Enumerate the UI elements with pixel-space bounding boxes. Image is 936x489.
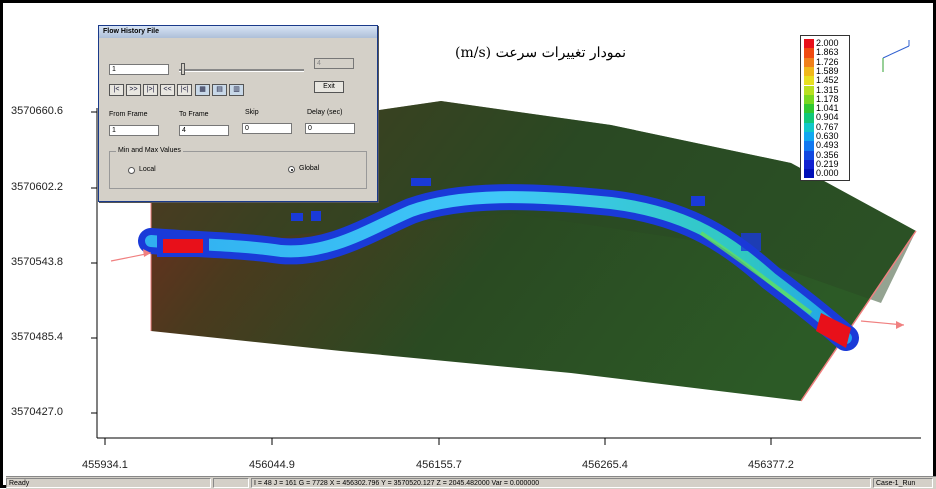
legend-label: 2.000 xyxy=(816,38,839,48)
global-radio-label: Global xyxy=(299,165,320,172)
exit-button[interactable]: Exit xyxy=(314,81,344,93)
play-forward-button[interactable]: >> xyxy=(126,84,141,96)
delay-input[interactable]: 0 xyxy=(305,123,355,134)
legend-swatch xyxy=(804,104,814,114)
y-tick-label: 3570602.2 xyxy=(11,181,63,193)
legend-swatch xyxy=(804,66,814,77)
copy-icon[interactable]: ▦ xyxy=(195,84,210,96)
x-tick-label: 456044.9 xyxy=(249,459,295,471)
color-legend: 2.000 1.863 1.726 1.589 1.452 1.315 1.178 1.041… xyxy=(800,35,850,181)
frame-max-field: 4 xyxy=(314,58,354,69)
legend-swatch xyxy=(804,169,814,179)
local-radio[interactable] xyxy=(128,167,135,174)
x-tick-label: 456265.4 xyxy=(582,459,628,471)
legend-label: 1.863 xyxy=(816,47,839,58)
x-tick-label: 456377.2 xyxy=(748,459,794,471)
status-coordinates: I = 48 J = 161 G = 7728 X = 456302.796 Y… xyxy=(251,478,871,488)
frame-slider-thumb[interactable] xyxy=(181,63,185,75)
legend-swatch xyxy=(804,94,814,105)
legend-label: 0.904 xyxy=(816,112,839,123)
from-frame-input[interactable]: 1 xyxy=(109,125,159,136)
legend-swatch xyxy=(804,113,814,123)
legend-label: 1.178 xyxy=(816,93,839,104)
status-bar: Ready I = 48 J = 161 G = 7728 X = 456302… xyxy=(6,476,936,489)
skip-label: Skip xyxy=(245,109,259,116)
legend-swatch xyxy=(804,132,814,142)
legend-label: 1.315 xyxy=(816,84,839,95)
to-frame-label: To Frame xyxy=(179,111,209,118)
legend-label: 1.452 xyxy=(816,75,839,86)
frame-input[interactable]: 1 xyxy=(109,64,169,75)
legend-label: 1.041 xyxy=(816,103,839,114)
status-ready: Ready xyxy=(6,478,211,488)
legend-swatch xyxy=(804,57,814,67)
dialog-title: Flow History File xyxy=(99,26,377,38)
legend-label: 0.630 xyxy=(816,131,839,141)
to-frame-input[interactable]: 4 xyxy=(179,125,229,136)
from-frame-label: From Frame xyxy=(109,111,148,118)
min-max-values-group: Min and Max Values Local Global xyxy=(109,147,367,189)
first-frame-button[interactable]: |< xyxy=(109,84,124,96)
status-case: Case-1_Run xyxy=(873,478,933,488)
legend-swatch xyxy=(804,39,814,49)
legend-label: 0.219 xyxy=(816,158,839,169)
legend-label: 1.726 xyxy=(816,56,839,67)
legend-label: 0.493 xyxy=(816,140,839,151)
paste-icon[interactable]: ▤ xyxy=(212,84,227,96)
step-frame-button[interactable]: |>| xyxy=(143,84,158,96)
play-backward-button[interactable]: << xyxy=(160,84,175,96)
skip-input[interactable]: 0 xyxy=(242,123,292,134)
y-tick-label: 3570543.8 xyxy=(11,256,63,268)
chart-title: نمودار تغییرات سرعت (m/s) xyxy=(455,45,627,61)
flow-history-dialog: Flow History File 1 4 |< >> |>| << |<| ▦… xyxy=(98,25,378,202)
legend-swatch xyxy=(804,85,814,95)
local-radio-label: Local xyxy=(139,166,156,173)
x-tick-label: 456155.7 xyxy=(416,459,462,471)
legend-swatch xyxy=(804,150,814,160)
legend-swatch xyxy=(804,76,814,86)
legend-swatch xyxy=(804,159,814,170)
axis-orientation-icon xyxy=(882,40,910,72)
legend-swatch xyxy=(804,122,814,132)
status-empty xyxy=(213,478,249,488)
y-tick-label: 3570427.0 xyxy=(11,406,63,418)
film-icon[interactable]: ▥ xyxy=(229,84,244,96)
legend-label: 0.000 xyxy=(816,168,839,179)
legend-label: 0.356 xyxy=(816,149,839,160)
global-radio[interactable] xyxy=(288,166,295,173)
legend-swatch xyxy=(804,48,814,58)
legend-swatch xyxy=(804,141,814,151)
legend-label: 1.589 xyxy=(816,65,839,76)
y-tick-label: 3570660.6 xyxy=(11,105,63,117)
x-tick-label: 455934.1 xyxy=(82,459,128,471)
last-frame-button[interactable]: |<| xyxy=(177,84,192,96)
legend-label: 0.767 xyxy=(816,121,839,132)
group-title: Min and Max Values xyxy=(116,147,183,154)
y-tick-label: 3570485.4 xyxy=(11,331,63,343)
frame-slider-track[interactable] xyxy=(179,69,304,72)
delay-label: Delay (sec) xyxy=(307,109,343,116)
